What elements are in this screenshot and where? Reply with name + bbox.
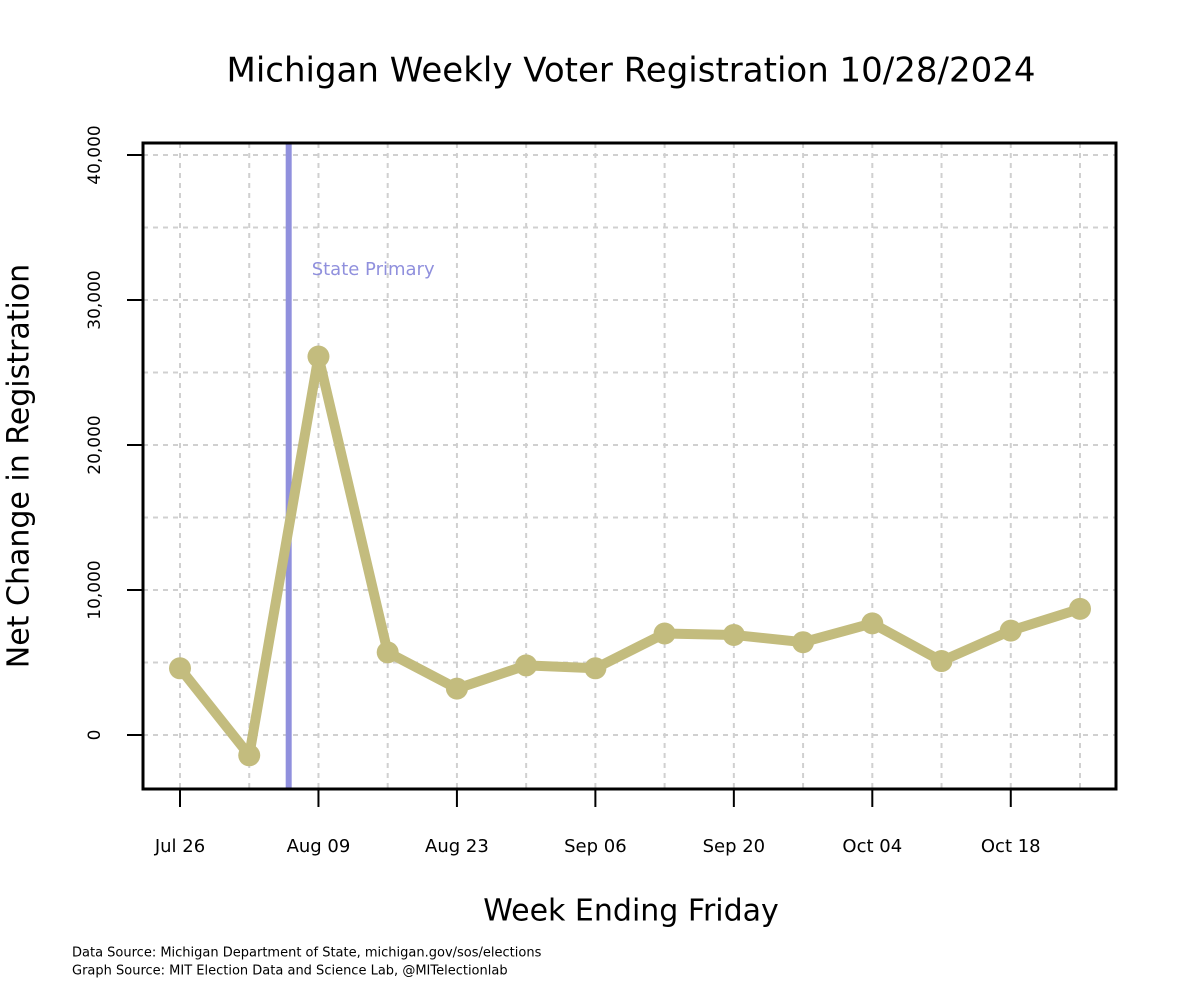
- data-point: [169, 657, 191, 680]
- data-point: [445, 677, 468, 700]
- data-point: [1069, 597, 1091, 620]
- data-point: [307, 345, 330, 368]
- plot-frame: [141, 141, 1118, 791]
- data-point: [238, 744, 261, 767]
- chart-title: Michigan Weekly Voter Registration 10/28…: [226, 51, 1035, 91]
- x-tick-label: Oct 04: [842, 836, 902, 857]
- data-point: [653, 622, 676, 645]
- x-tick-label: Aug 23: [425, 836, 489, 857]
- data-point: [930, 650, 953, 673]
- y-tick-label: 40,000: [85, 125, 105, 184]
- source-note: Data Source: Michigan Department of Stat…: [72, 946, 542, 961]
- data-point: [792, 631, 815, 654]
- data-point: [722, 623, 745, 646]
- data-point: [584, 657, 607, 680]
- y-axis-label: Net Change in Registration: [2, 264, 37, 668]
- x-tick-label: Oct 18: [981, 836, 1041, 857]
- annotation-label: State Primary: [312, 259, 435, 280]
- data-point: [515, 654, 538, 677]
- y-tick-label: 0: [85, 730, 105, 741]
- source-note: Graph Source: MIT Election Data and Scie…: [72, 964, 508, 979]
- y-tick-label: 30,000: [85, 270, 105, 329]
- y-tick-label: 10,000: [85, 560, 105, 619]
- data-point: [376, 641, 399, 664]
- x-tick-label: Sep 20: [703, 836, 766, 857]
- x-tick-label: Jul 26: [154, 836, 205, 857]
- y-tick-label: 20,000: [85, 415, 105, 474]
- data-point: [861, 612, 884, 635]
- data-line: [176, 351, 1082, 761]
- x-axis-label: Week Ending Friday: [483, 894, 779, 929]
- data-point: [999, 619, 1022, 642]
- x-tick-label: Sep 06: [564, 836, 627, 857]
- x-tick-label: Aug 09: [287, 836, 351, 857]
